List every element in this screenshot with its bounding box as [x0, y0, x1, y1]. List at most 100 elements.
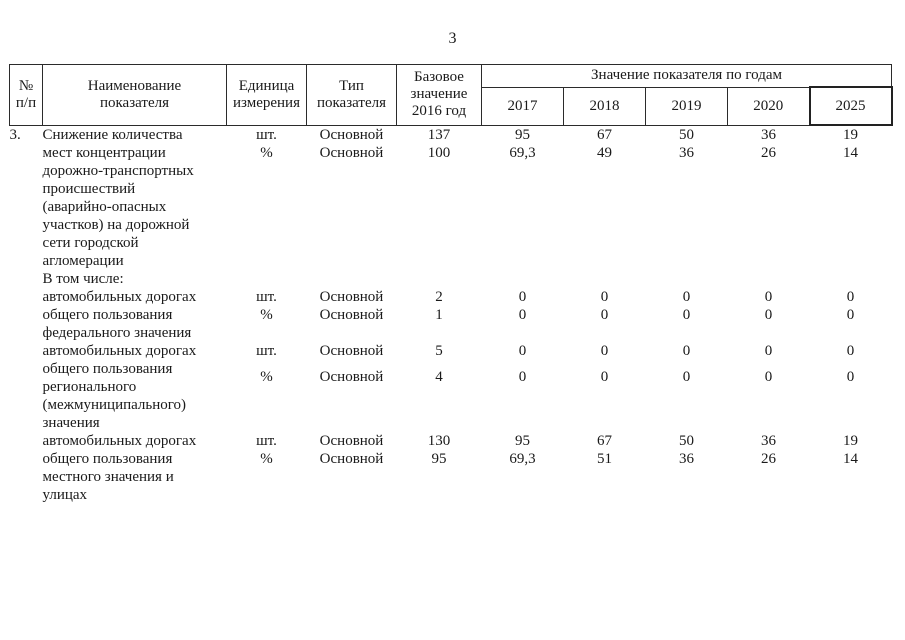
- year-value: 0: [764, 368, 773, 385]
- year-value: 36: [679, 144, 694, 161]
- year-value: 0: [846, 368, 855, 385]
- cell-type: Основной Основной: [307, 288, 397, 342]
- year-value: 69,3: [509, 450, 536, 467]
- cell-unit: шт. %: [227, 288, 307, 342]
- year-value: 0: [518, 368, 527, 385]
- cell-2018: 67 49: [564, 125, 646, 270]
- year-value: 26: [761, 450, 776, 467]
- header-year-2017: 2017: [481, 86, 564, 126]
- year-value: 67: [597, 432, 612, 449]
- year-value: 0: [682, 368, 691, 385]
- year-value: 0: [518, 306, 527, 323]
- indicators-table: № п/п Наименование показателя Единица из…: [9, 64, 893, 504]
- year-value: 36: [761, 126, 776, 143]
- type-value: Основной: [319, 342, 384, 359]
- year-value: 0: [682, 288, 691, 305]
- cell-2019: 50 36: [646, 432, 728, 504]
- base-value: 1: [435, 306, 443, 323]
- year-value: 0: [600, 306, 609, 323]
- indicator-name: В том числе:: [42, 270, 124, 287]
- page-number: 3: [448, 30, 457, 47]
- year-value: 50: [679, 432, 694, 449]
- year-value: 95: [515, 126, 530, 143]
- row-number: 3.: [9, 126, 21, 143]
- cell-2017: 95 69,3: [482, 125, 564, 270]
- base-value: 95: [431, 450, 447, 467]
- cell-2020: 0 0: [728, 342, 810, 432]
- header-year-2025: 2025: [808, 86, 893, 126]
- year-value: 0: [846, 342, 855, 359]
- indicator-name: автомобильных дорогах общего пользования…: [42, 288, 197, 341]
- year-value: 26: [761, 144, 776, 161]
- cell-2025: 0 0: [810, 288, 892, 342]
- type-value: Основной: [319, 126, 384, 143]
- type-value: Основной: [319, 432, 384, 449]
- year-value: 36: [761, 432, 776, 449]
- header-year-2019: 2019: [645, 86, 728, 126]
- year-value: 0: [846, 306, 855, 323]
- cell-2017: 95 69,3: [482, 432, 564, 504]
- year-value: 49: [597, 144, 612, 161]
- year-value: 14: [843, 450, 859, 467]
- unit-value: шт.: [256, 432, 277, 449]
- cell-type: Основной Основной: [307, 125, 397, 270]
- year-value: 14: [843, 145, 859, 161]
- unit-value: шт.: [256, 288, 277, 305]
- cell-2017: 0 0: [482, 288, 564, 342]
- base-value: 4: [435, 368, 443, 385]
- cell-2019: 0 0: [646, 288, 728, 342]
- type-value: Основной: [319, 368, 384, 385]
- header-num: № п/п: [9, 64, 43, 126]
- indicator-name: Снижение количества мест концентрации до…: [42, 126, 194, 269]
- unit-value: шт.: [256, 342, 277, 359]
- cell-2018: 0 0: [564, 288, 646, 342]
- year-value: 0: [600, 288, 609, 305]
- cell-2018: 67 51: [564, 432, 646, 504]
- header-type: Тип показателя: [306, 64, 397, 126]
- header-base: Базовое значение 2016 год: [396, 64, 482, 126]
- cell-2017: 0 0: [482, 342, 564, 432]
- cell-2020: 36 26: [728, 432, 810, 504]
- year-value: 19: [843, 127, 859, 143]
- table-row: автомобильных дорогах общего пользования…: [10, 288, 892, 342]
- base-value: 137: [427, 126, 451, 143]
- type-value: Основной: [319, 306, 384, 323]
- header-name: Наименование показателя: [42, 64, 227, 126]
- year-value: 50: [679, 126, 694, 143]
- unit-value: %: [260, 306, 273, 323]
- year-value: 0: [764, 306, 773, 323]
- table-row: В том числе:: [10, 270, 892, 288]
- cell-base: 130 95: [397, 432, 482, 504]
- cell-2019: 0 0: [646, 342, 728, 432]
- cell-2019: 50 36: [646, 125, 728, 270]
- type-value: Основной: [319, 144, 384, 161]
- year-value: 0: [600, 342, 609, 359]
- base-value: 5: [435, 342, 443, 359]
- cell-unit: шт. %: [227, 125, 307, 270]
- unit-value: %: [260, 144, 273, 161]
- year-value: 0: [682, 342, 691, 359]
- year-value: 95: [515, 432, 530, 449]
- header-unit: Единица измерения: [226, 64, 307, 126]
- year-value: 0: [764, 288, 773, 305]
- base-value: 130: [427, 432, 451, 449]
- header-year-2020: 2020: [727, 86, 810, 126]
- cell-type: Основной Основной: [307, 342, 397, 432]
- base-value: 2: [435, 288, 443, 305]
- cell-2025: 19 14: [810, 125, 892, 270]
- unit-value: %: [260, 450, 273, 467]
- unit-value: шт.: [256, 126, 277, 143]
- indicator-name: автомобильных дорогах общего пользования…: [42, 432, 197, 503]
- indicator-name: автомобильных дорогах общего пользования…: [42, 342, 197, 431]
- cell-2025: 0 0: [810, 342, 892, 432]
- year-value: 0: [518, 342, 527, 359]
- year-value: 19: [843, 432, 859, 449]
- year-value: 0: [518, 288, 527, 305]
- year-value: 51: [597, 450, 612, 467]
- row-number: [10, 288, 43, 342]
- row-number: [10, 432, 43, 504]
- year-value: 0: [764, 342, 773, 359]
- year-value: 0: [682, 306, 691, 323]
- table-row: автомобильных дорогах общего пользования…: [10, 342, 892, 432]
